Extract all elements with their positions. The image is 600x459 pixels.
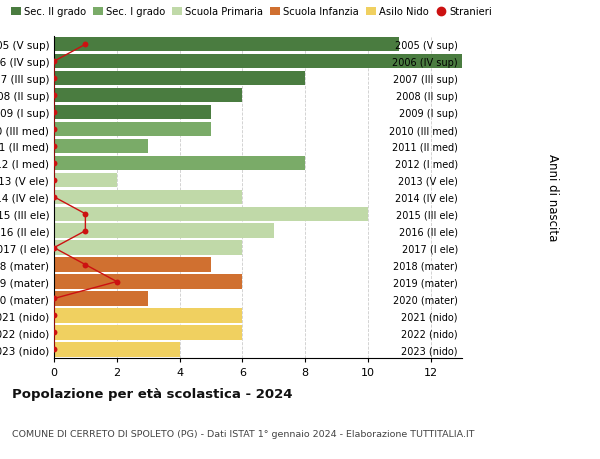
Point	[49, 346, 59, 353]
Point	[49, 75, 59, 83]
Point	[49, 177, 59, 184]
Bar	[54, 157, 305, 171]
Text: COMUNE DI CERRETO DI SPOLETO (PG) - Dati ISTAT 1° gennaio 2024 - Elaborazione TU: COMUNE DI CERRETO DI SPOLETO (PG) - Dati…	[12, 429, 475, 438]
Bar	[54, 89, 242, 103]
Point	[49, 126, 59, 134]
Bar	[54, 325, 242, 340]
Bar	[54, 106, 211, 120]
Point	[49, 329, 59, 336]
Legend: Sec. II grado, Sec. I grado, Scuola Primaria, Scuola Infanzia, Asilo Nido, Stran: Sec. II grado, Sec. I grado, Scuola Prim…	[11, 7, 491, 17]
Y-axis label: Anni di nascita: Anni di nascita	[546, 154, 559, 241]
Bar	[54, 308, 242, 323]
Point	[112, 278, 122, 285]
Point	[49, 58, 59, 66]
Bar	[54, 224, 274, 238]
Bar	[54, 291, 148, 306]
Bar	[54, 38, 399, 52]
Point	[49, 194, 59, 201]
Bar	[54, 140, 148, 154]
Bar	[54, 72, 305, 86]
Point	[80, 261, 90, 269]
Bar	[54, 55, 462, 69]
Point	[49, 160, 59, 167]
Point	[80, 41, 90, 49]
Point	[49, 92, 59, 100]
Point	[49, 245, 59, 252]
Bar	[54, 190, 242, 205]
Point	[49, 143, 59, 150]
Bar	[54, 258, 211, 272]
Point	[49, 109, 59, 117]
Point	[49, 312, 59, 319]
Bar	[54, 241, 242, 255]
Bar	[54, 342, 179, 357]
Text: Popolazione per età scolastica - 2024: Popolazione per età scolastica - 2024	[12, 387, 293, 400]
Bar	[54, 173, 117, 188]
Point	[80, 211, 90, 218]
Point	[49, 295, 59, 302]
Point	[80, 228, 90, 235]
Bar	[54, 275, 242, 289]
Bar	[54, 207, 368, 222]
Bar	[54, 123, 211, 137]
